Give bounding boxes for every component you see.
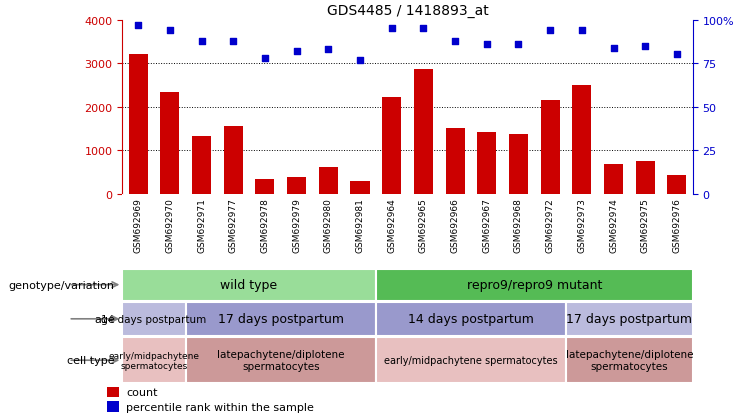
Bar [566, 302, 693, 336]
Point [671, 52, 683, 59]
Bar [382, 97, 401, 194]
Text: GSM692965: GSM692965 [419, 198, 428, 253]
Text: early/midpachytene
spermatocytes: early/midpachytene spermatocytes [108, 351, 199, 370]
Bar [376, 337, 566, 383]
Text: GSM692970: GSM692970 [165, 198, 174, 253]
Bar [107, 387, 119, 397]
Bar [160, 93, 179, 194]
Point [576, 28, 588, 34]
Text: GSM692974: GSM692974 [609, 198, 618, 252]
Text: GSM692972: GSM692972 [545, 198, 555, 252]
Point [322, 47, 334, 53]
Bar [445, 128, 465, 194]
Bar [129, 55, 147, 194]
Bar [287, 178, 306, 194]
Text: GSM692980: GSM692980 [324, 198, 333, 253]
Point [639, 43, 651, 50]
Point [354, 57, 366, 64]
Bar [668, 176, 686, 194]
Point [608, 45, 619, 52]
Bar [122, 269, 376, 301]
Point [132, 23, 144, 29]
Point [290, 49, 302, 55]
Point [227, 38, 239, 45]
Point [449, 38, 461, 45]
Text: percentile rank within the sample: percentile rank within the sample [126, 402, 314, 412]
Bar [186, 337, 376, 383]
Text: 17 days postpartum: 17 days postpartum [218, 313, 344, 325]
Point [259, 55, 270, 62]
Bar [186, 302, 376, 336]
Bar [414, 70, 433, 194]
Point [417, 26, 429, 33]
Point [481, 42, 493, 48]
Bar [636, 161, 655, 194]
Text: GSM692973: GSM692973 [577, 198, 586, 253]
Bar [350, 181, 370, 194]
Bar [224, 126, 243, 194]
Text: cell type: cell type [67, 355, 115, 366]
Text: GSM692971: GSM692971 [197, 198, 206, 253]
Point [196, 38, 207, 45]
Text: GSM692966: GSM692966 [451, 198, 459, 253]
Point [164, 28, 176, 34]
Bar [122, 302, 186, 336]
Bar [477, 133, 496, 194]
Text: latepachytene/diplotene
spermatocytes: latepachytene/diplotene spermatocytes [217, 349, 345, 371]
Text: wild type: wild type [221, 278, 278, 292]
Bar [319, 168, 338, 194]
Bar [376, 269, 693, 301]
Text: GSM692978: GSM692978 [260, 198, 270, 253]
Bar [566, 337, 693, 383]
Bar [572, 86, 591, 194]
Text: genotype/variation: genotype/variation [9, 280, 115, 290]
Text: GSM692969: GSM692969 [133, 198, 142, 253]
Bar [509, 134, 528, 194]
Text: GSM692977: GSM692977 [229, 198, 238, 253]
Text: GSM692968: GSM692968 [514, 198, 523, 253]
Title: GDS4485 / 1418893_at: GDS4485 / 1418893_at [327, 4, 488, 18]
Text: GSM692981: GSM692981 [356, 198, 365, 253]
Bar [376, 302, 566, 336]
Text: GSM692976: GSM692976 [673, 198, 682, 253]
Text: GSM692967: GSM692967 [482, 198, 491, 253]
Text: 17 days postpartum: 17 days postpartum [566, 313, 692, 325]
Bar [604, 165, 623, 194]
Point [544, 28, 556, 34]
Bar [107, 401, 119, 411]
Point [513, 42, 525, 48]
Point [386, 26, 398, 33]
Bar [256, 180, 274, 194]
Text: count: count [126, 387, 158, 397]
Text: GSM692975: GSM692975 [641, 198, 650, 253]
Text: latepachytene/diplotene
spermatocytes: latepachytene/diplotene spermatocytes [565, 349, 693, 371]
Text: 14 days postpartum: 14 days postpartum [102, 314, 207, 324]
Text: 14 days postpartum: 14 days postpartum [408, 313, 534, 325]
Bar [541, 101, 559, 194]
Text: GSM692964: GSM692964 [388, 198, 396, 252]
Text: repro9/repro9 mutant: repro9/repro9 mutant [467, 278, 602, 292]
Text: GSM692979: GSM692979 [292, 198, 301, 253]
Bar [192, 137, 211, 194]
Text: early/midpachytene spermatocytes: early/midpachytene spermatocytes [384, 355, 558, 366]
Text: age: age [94, 314, 115, 324]
Bar [122, 337, 186, 383]
